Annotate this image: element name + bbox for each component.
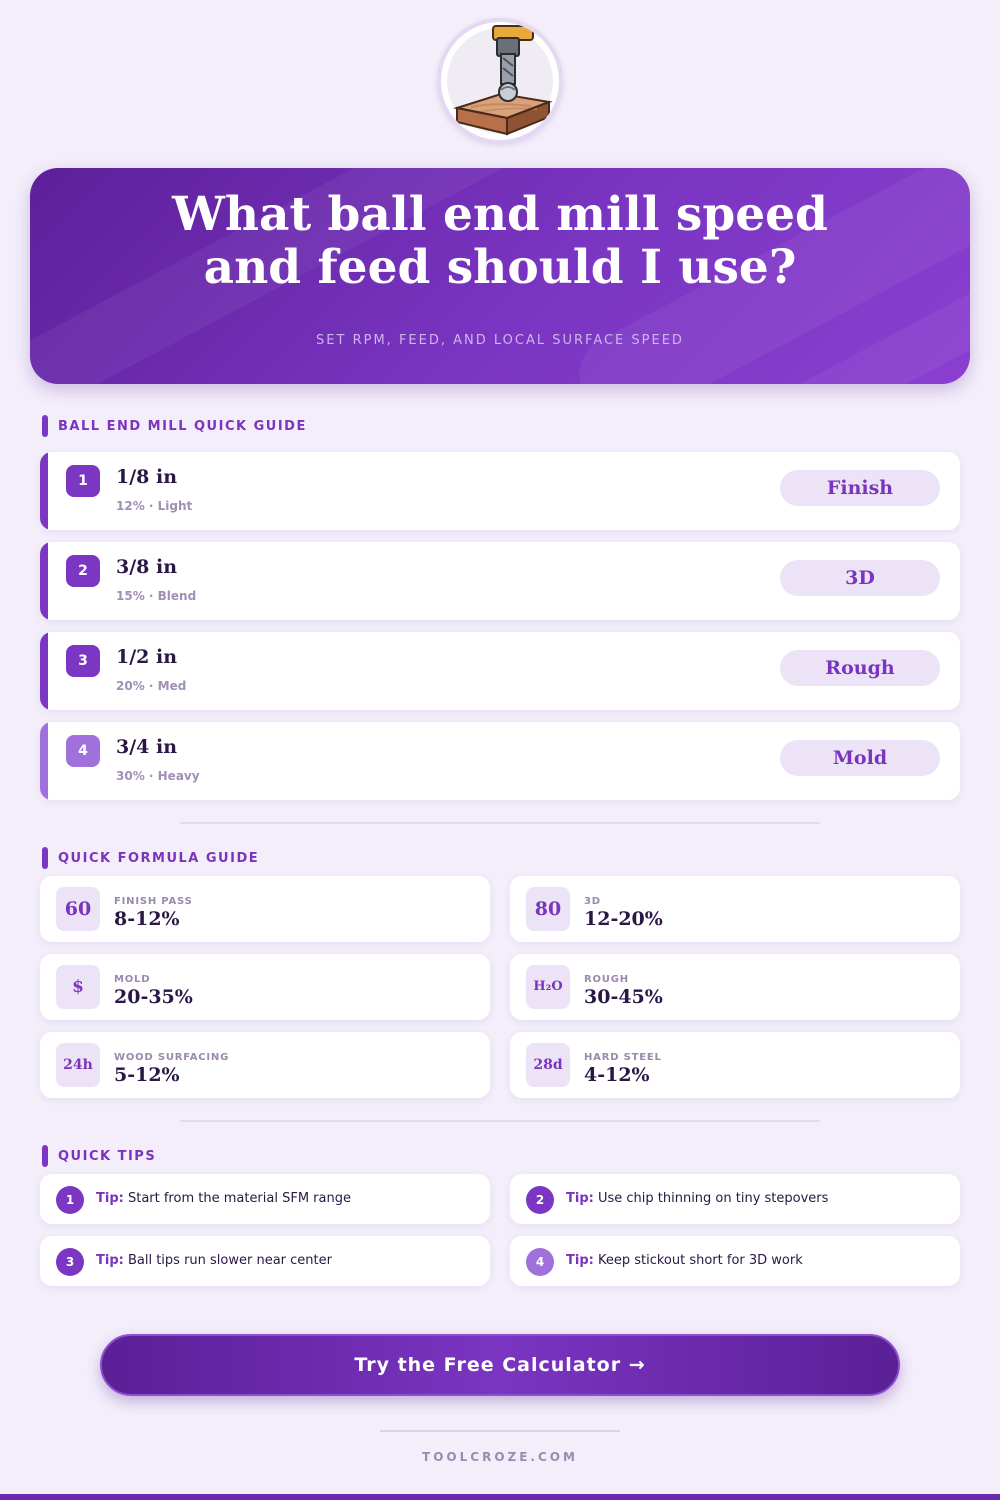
formula-value: 4-12%	[584, 1064, 650, 1086]
try-calculator-button[interactable]: Try the Free Calculator →	[100, 1334, 900, 1396]
formula-card: 24h WOOD SURFACING 5-12%	[40, 1032, 490, 1098]
formula-label: HARD STEEL	[584, 1052, 662, 1063]
tip-number-badge: 1	[56, 1186, 84, 1214]
formula-value: 20-35%	[114, 986, 193, 1008]
tip-text: Tip: Start from the material SFM range	[96, 1191, 351, 1206]
footer-divider	[380, 1430, 620, 1432]
hero-subtitle: SET RPM, FEED, AND LOCAL SURFACE SPEED	[316, 333, 684, 348]
formula-label: FINISH PASS	[114, 896, 193, 907]
tip-number-badge: 2	[526, 1186, 554, 1214]
tips-section-heading: QUICK TIPS	[42, 1145, 156, 1167]
row-meta: 20% · Med	[116, 679, 187, 693]
tip-prefix: Tip:	[566, 1253, 594, 1268]
row-meta: 12% · Light	[116, 499, 193, 513]
formula-badge: 28d	[526, 1043, 570, 1087]
row-size: 3/8 in	[116, 556, 178, 578]
heading-accent-bar	[42, 847, 48, 869]
hero-title-line-2: and feed should I use?	[203, 240, 797, 295]
formula-value: 30-45%	[584, 986, 663, 1008]
tip-body: Use chip thinning on tiny stepovers	[597, 1191, 829, 1206]
section-divider	[180, 822, 820, 824]
formula-badge: H₂O	[526, 965, 570, 1009]
tip-text: Tip: Ball tips run slower near center	[96, 1253, 332, 1268]
guide-row: 1 1/8 in 12% · Light Finish	[40, 452, 960, 530]
tip-prefix: Tip:	[566, 1191, 594, 1206]
formula-badge: 60	[56, 887, 100, 931]
logo-badge	[437, 18, 563, 144]
section-divider	[180, 1120, 820, 1122]
tip-card: 1 Tip: Start from the material SFM range	[40, 1174, 490, 1224]
guide-row: 4 3/4 in 30% · Heavy Mold	[40, 722, 960, 800]
tip-card: 2 Tip: Use chip thinning on tiny stepove…	[510, 1174, 960, 1224]
hero-title: What ball end mill speed and feed should…	[30, 188, 970, 294]
formula-card: 60 FINISH PASS 8-12%	[40, 876, 490, 942]
hero-title-line-1: What ball end mill speed	[172, 187, 828, 242]
tip-number-badge: 4	[526, 1248, 554, 1276]
row-size: 1/8 in	[116, 466, 178, 488]
row-meta: 15% · Blend	[116, 589, 197, 603]
tip-prefix: Tip:	[96, 1191, 124, 1206]
formula-label: 3D	[584, 896, 601, 907]
row-number-badge: 4	[66, 735, 100, 767]
formula-label: ROUGH	[584, 974, 629, 985]
hero-banner: What ball end mill speed and feed should…	[30, 168, 970, 384]
tip-body: Keep stickout short for 3D work	[597, 1253, 803, 1268]
row-meta: 30% · Heavy	[116, 769, 200, 783]
ball-end-mill-on-wood-icon	[453, 25, 553, 136]
tip-text: Tip: Keep stickout short for 3D work	[566, 1253, 803, 1268]
row-tag-pill: Rough	[780, 650, 940, 686]
tip-body: Start from the material SFM range	[127, 1191, 351, 1206]
formula-section-heading: QUICK FORMULA GUIDE	[42, 847, 259, 869]
formula-card: H₂O ROUGH 30-45%	[510, 954, 960, 1020]
guide-row: 2 3/8 in 15% · Blend 3D	[40, 542, 960, 620]
formula-card: 80 3D 12-20%	[510, 876, 960, 942]
formula-card: $ MOLD 20-35%	[40, 954, 490, 1020]
row-size: 1/2 in	[116, 646, 178, 668]
tips-heading-text: QUICK TIPS	[58, 1148, 157, 1164]
row-size: 3/4 in	[116, 736, 178, 758]
row-accent-bar	[40, 542, 48, 620]
row-tag-pill: Finish	[780, 470, 940, 506]
formula-value: 5-12%	[114, 1064, 180, 1086]
formula-value: 8-12%	[114, 908, 180, 930]
bottom-accent-bar	[0, 1494, 1000, 1500]
tip-body: Ball tips run slower near center	[127, 1253, 332, 1268]
row-number-badge: 1	[66, 465, 100, 497]
row-accent-bar	[40, 452, 48, 530]
row-accent-bar	[40, 722, 48, 800]
formula-label: WOOD SURFACING	[114, 1052, 230, 1063]
row-accent-bar	[40, 632, 48, 710]
guide-heading-text: BALL END MILL QUICK GUIDE	[58, 418, 307, 434]
tip-number-badge: 3	[56, 1248, 84, 1276]
tip-text: Tip: Use chip thinning on tiny stepovers	[566, 1191, 828, 1206]
formula-value: 12-20%	[584, 908, 663, 930]
formula-label: MOLD	[114, 974, 151, 985]
tip-prefix: Tip:	[96, 1253, 124, 1268]
formula-badge: $	[56, 965, 100, 1009]
tip-card: 3 Tip: Ball tips run slower near center	[40, 1236, 490, 1286]
row-tag-pill: 3D	[780, 560, 940, 596]
formula-badge: 80	[526, 887, 570, 931]
row-number-badge: 2	[66, 555, 100, 587]
formula-badge: 24h	[56, 1043, 100, 1087]
guide-row: 3 1/2 in 20% · Med Rough	[40, 632, 960, 710]
row-tag-pill: Mold	[780, 740, 940, 776]
heading-accent-bar	[42, 1145, 48, 1167]
formula-card: 28d HARD STEEL 4-12%	[510, 1032, 960, 1098]
footer-site-link[interactable]: TOOLCROZE.COM	[422, 1450, 578, 1464]
guide-section-heading: BALL END MILL QUICK GUIDE	[42, 415, 307, 437]
heading-accent-bar	[42, 415, 48, 437]
row-number-badge: 3	[66, 645, 100, 677]
formula-heading-text: QUICK FORMULA GUIDE	[58, 850, 260, 866]
tip-card: 4 Tip: Keep stickout short for 3D work	[510, 1236, 960, 1286]
